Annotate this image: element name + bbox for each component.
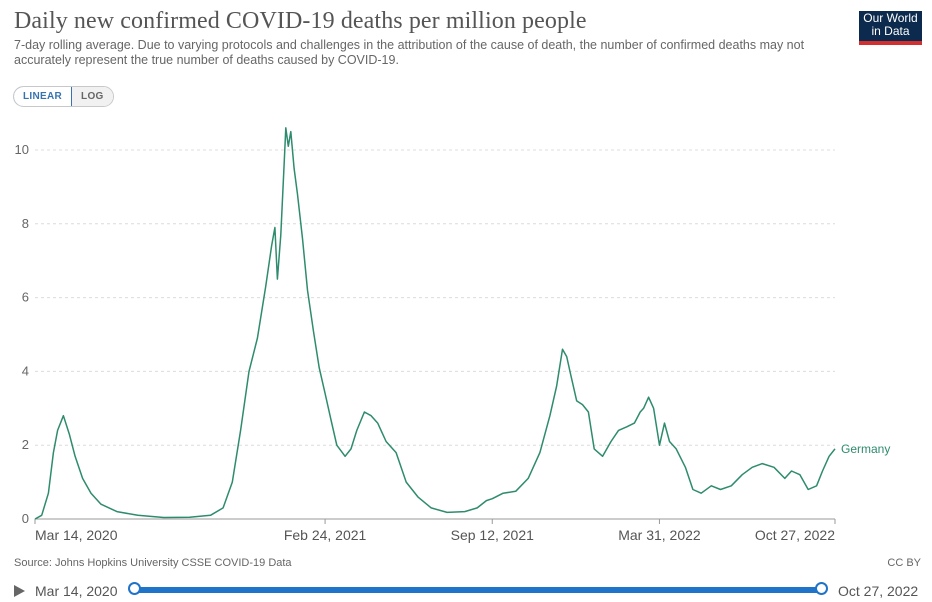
x-tick-label: Oct 27, 2022: [755, 527, 835, 543]
linear-scale-button[interactable]: LINEAR: [13, 87, 73, 106]
line-chart: 0 2 4 6 8 10 Mar 14, 2020 Feb 24, 2021 Sep 12, 2…: [15, 127, 890, 543]
log-scale-button[interactable]: LOG: [72, 87, 113, 106]
x-tick-label: Feb 24, 2021: [284, 527, 367, 543]
y-tick-label: 4: [22, 363, 29, 378]
source-note[interactable]: Source: Johns Hopkins University CSSE CO…: [14, 557, 292, 569]
y-tick-label: 8: [22, 216, 29, 231]
series-line-germany: [34, 127, 836, 520]
timeline-end-handle[interactable]: [815, 582, 828, 595]
chart-title: Daily new confirmed COVID-19 deaths per …: [14, 8, 587, 34]
timeline-track[interactable]: [134, 587, 822, 593]
logo-line-1: Our World: [863, 11, 918, 25]
timeline-start-handle[interactable]: [128, 582, 141, 595]
y-tick-label: 6: [22, 290, 29, 305]
chart-subtitle: 7-day rolling average. Due to varying pr…: [14, 38, 805, 67]
x-tick-label: Sep 12, 2021: [451, 527, 535, 543]
scale-toggle[interactable]: LINEAR LOG: [13, 86, 114, 107]
logo-line-2: in Data: [871, 24, 910, 38]
timeline-start-label: Mar 14, 2020: [35, 583, 118, 599]
owid-logo[interactable]: Our World in Data: [859, 11, 922, 45]
timeline[interactable]: Mar 14, 2020 Oct 27, 2022: [0, 578, 932, 602]
y-tick-label: 10: [15, 142, 29, 157]
series-label-germany: Germany: [841, 442, 890, 456]
play-icon[interactable]: [14, 585, 25, 597]
timeline-end-label: Oct 27, 2022: [838, 583, 919, 599]
license-note[interactable]: CC BY: [887, 557, 921, 569]
x-tick-label: Mar 31, 2022: [618, 527, 701, 543]
x-tick-label: Mar 14, 2020: [35, 527, 118, 543]
y-tick-label: 0: [22, 511, 29, 526]
y-tick-label: 2: [22, 437, 29, 452]
